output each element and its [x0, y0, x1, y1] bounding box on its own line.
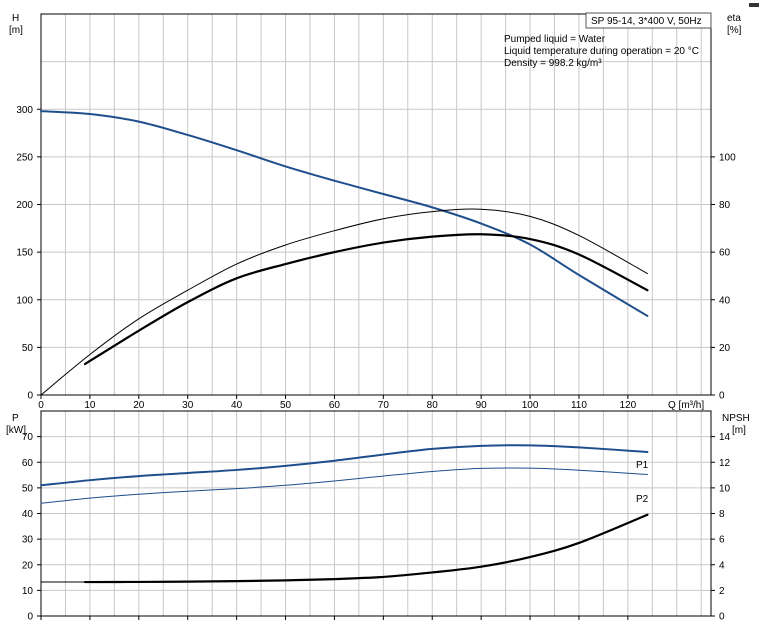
bottom-right-tick-label: 12 — [719, 458, 731, 469]
bottom-right-tick-label: 0 — [719, 612, 725, 623]
npsh-axis-label: NPSH — [722, 413, 750, 424]
x-tick-label: 110 — [571, 400, 587, 411]
top-series-line-0 — [40, 110, 649, 317]
x-tick-label: 90 — [476, 400, 488, 411]
top-left-tick-label: 50 — [22, 343, 34, 354]
bottom-left-tick-label: 70 — [22, 432, 34, 443]
x-tick-label: 20 — [133, 400, 145, 411]
bottom-panel-series — [40, 444, 649, 584]
x-tick-label: 60 — [329, 400, 341, 411]
top-left-tick-label: 0 — [27, 391, 33, 402]
top-right-tick-label: 0 — [719, 391, 725, 402]
x-tick-label: 30 — [182, 400, 194, 411]
top-series-line-1 — [40, 208, 648, 396]
eta-axis-unit: [%] — [727, 25, 742, 36]
top-right-tick-label: 20 — [719, 343, 731, 354]
top-left-tick-label: 150 — [16, 248, 33, 259]
p-axis-label: P — [12, 413, 19, 424]
x-tick-label: 50 — [280, 400, 292, 411]
bottom-right-tick-label: 2 — [719, 586, 725, 597]
x-tick-label: 10 — [84, 400, 96, 411]
x-tick-label: 120 — [620, 400, 637, 411]
bottom-right-tick-label: 14 — [719, 432, 731, 443]
x-tick-label: 40 — [231, 400, 243, 411]
bottom-left-tick-label: 30 — [22, 535, 34, 546]
x-tick-label: 80 — [427, 400, 439, 411]
top-right-tick-label: 40 — [719, 295, 731, 306]
top-panel-series — [40, 110, 649, 396]
p1-series-label: P1 — [636, 460, 649, 471]
top-right-tick-label: 100 — [719, 152, 736, 163]
p-axis-unit: [kW] — [6, 425, 26, 436]
bottom-series-line-3 — [83, 513, 649, 584]
bottom-left-tick-label: 0 — [27, 612, 33, 623]
bottom-left-tick-label: 50 — [22, 483, 34, 494]
bottom-series-line-1 — [40, 467, 648, 504]
info-line-liquid: Pumped liquid = Water — [504, 34, 606, 45]
top-panel-ticks: 0 50 100 150 200 250 300 0 20 40 60 80 100 0 10 20 30 40 5… — [16, 105, 736, 411]
top-right-tick-label: 80 — [719, 200, 731, 211]
h-axis-label: H — [12, 13, 19, 24]
info-line-temperature: Liquid temperature during operation = 20… — [504, 46, 699, 57]
bottom-right-tick-label: 4 — [719, 560, 725, 571]
bottom-right-tick-label: 10 — [719, 483, 731, 494]
top-right-tick-label: 60 — [719, 248, 731, 259]
top-left-tick-label: 300 — [16, 105, 33, 116]
h-axis-unit: [m] — [9, 25, 23, 36]
x-tick-label: 70 — [378, 400, 390, 411]
top-series-line-2 — [83, 233, 649, 366]
x-tick-label: 0 — [38, 400, 44, 411]
bottom-left-tick-label: 10 — [22, 586, 34, 597]
bottom-panel-ticks: 0 10 20 30 40 50 60 70 0 2 4 6 8 10 12 14 — [22, 432, 731, 622]
top-left-tick-label: 100 — [16, 295, 33, 306]
bottom-left-tick-label: 40 — [22, 509, 34, 520]
bottom-left-tick-label: 20 — [22, 560, 34, 571]
bottom-left-tick-label: 60 — [22, 458, 34, 469]
pump-label: SP 95-14, 3*400 V, 50Hz — [591, 16, 702, 27]
info-line-density: Density = 998.2 kg/m³ — [504, 58, 602, 69]
top-left-tick-label: 200 — [16, 200, 33, 211]
eta-axis-label: eta — [727, 13, 741, 24]
window-corner-icon — [749, 3, 759, 7]
bottom-panel-grid — [41, 411, 711, 617]
top-left-tick-label: 250 — [16, 152, 33, 163]
bottom-right-tick-label: 8 — [719, 509, 725, 520]
x-tick-label: 100 — [522, 400, 539, 411]
bottom-right-tick-label: 6 — [719, 535, 725, 546]
q-axis-label: Q [m³/h] — [668, 400, 704, 411]
top-panel-grid — [41, 14, 711, 396]
p2-series-label: P2 — [636, 494, 649, 505]
npsh-axis-unit: [m] — [732, 425, 746, 436]
bottom-series-line-0 — [40, 444, 649, 487]
pump-label-box — [585, 12, 712, 29]
